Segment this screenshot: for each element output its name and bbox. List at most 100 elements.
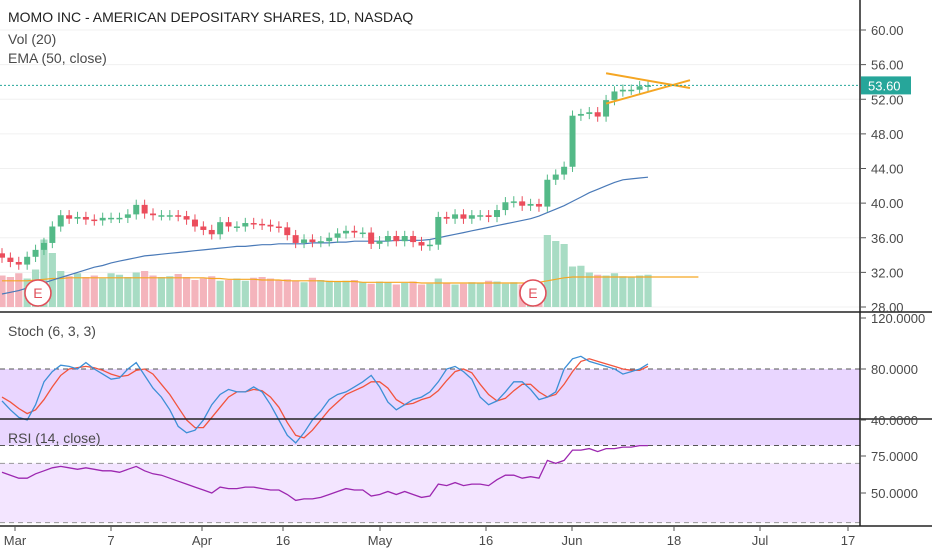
candle-body — [569, 115, 576, 167]
volume-bar — [560, 244, 568, 307]
volume-bar — [191, 280, 199, 307]
candle-body — [24, 256, 31, 265]
pattern-upper-line — [605, 72, 691, 89]
candle-body — [577, 113, 584, 116]
volume-bar — [392, 284, 400, 307]
candle-body — [435, 216, 442, 245]
volume-bar — [90, 275, 98, 307]
volume-bar — [451, 284, 459, 307]
volume-bar — [585, 272, 593, 307]
volume-bar — [627, 277, 635, 307]
volume-ma-line — [2, 276, 699, 284]
candle-body — [133, 204, 140, 215]
volume-label: Vol (20) — [8, 31, 56, 47]
candle-body — [502, 202, 509, 211]
candle-body — [317, 241, 324, 243]
volume-bar — [216, 280, 224, 307]
candle-body — [200, 226, 207, 230]
volume-bar — [594, 274, 602, 307]
candle-body — [544, 179, 551, 207]
volume-bar — [443, 283, 451, 307]
candle-body — [7, 257, 14, 262]
volume-bar — [476, 283, 484, 307]
time-tick-label: 16 — [276, 533, 290, 548]
volume-bar — [266, 278, 275, 307]
earnings-marker-label: E — [33, 285, 42, 301]
volume-bar — [157, 277, 166, 307]
rsi-line — [1, 444, 648, 502]
volume-bar — [0, 275, 6, 307]
volume-bar — [258, 277, 266, 307]
candle-body — [552, 174, 559, 180]
volume-bar — [107, 273, 115, 307]
price-tick-label: 52.00 — [871, 92, 904, 107]
stoch-tick-label: 80.0000 — [871, 362, 918, 377]
volume-bar — [283, 279, 291, 307]
price-tick-label: 28.00 — [871, 300, 904, 315]
candle-body — [158, 215, 165, 217]
candlesticks — [0, 80, 652, 270]
volume-bar — [300, 282, 308, 307]
volume-bar — [568, 266, 577, 307]
price-tick-label: 44.00 — [871, 162, 904, 177]
candle-body — [494, 210, 501, 217]
earnings-marker-label: E — [528, 285, 537, 301]
earnings-marker — [24, 279, 52, 307]
volume-bar — [149, 275, 157, 307]
volume-bar — [468, 282, 476, 307]
candle-body — [0, 253, 5, 258]
pane-separators — [0, 0, 932, 527]
candle-body — [74, 216, 81, 219]
candle-body — [301, 239, 308, 243]
volume-bar — [40, 239, 48, 307]
stoch-pane: Stoch (6, 3, 3) — [0, 323, 860, 446]
candle-body — [275, 226, 282, 228]
rsi-pane: RSI (14, close) — [0, 430, 860, 524]
candle-body — [519, 201, 526, 206]
volume-bar — [644, 274, 652, 307]
candle-body — [267, 224, 274, 227]
candle-body — [292, 235, 299, 243]
stoch-band — [0, 369, 860, 446]
stoch-label: Stoch (6, 3, 3) — [8, 323, 96, 339]
price-tick-label: 40.00 — [871, 196, 904, 211]
price-tick-label: 56.00 — [871, 58, 904, 73]
candle-body — [477, 215, 484, 217]
candle-body — [619, 89, 626, 92]
candle-body — [485, 215, 492, 217]
candle-body — [561, 166, 568, 175]
volume-bar — [132, 272, 140, 307]
candle-body — [603, 100, 610, 117]
candle-body — [242, 223, 249, 227]
volume-bar — [493, 281, 501, 307]
volume-bar — [199, 278, 207, 307]
volume-bar — [250, 277, 258, 307]
volume-bar — [543, 235, 551, 307]
candle-body — [233, 226, 240, 228]
volume-bar — [384, 282, 392, 307]
volume-bar — [317, 280, 325, 307]
candle-body — [460, 214, 467, 219]
time-tick-label: Mar — [4, 533, 27, 548]
price-tick-label: 36.00 — [871, 231, 904, 246]
volume-bar — [434, 278, 442, 307]
volume-bar — [73, 273, 82, 307]
volume-bar — [292, 280, 300, 307]
candle-body — [191, 219, 198, 227]
candle-body — [351, 230, 358, 233]
volume-bar — [350, 280, 358, 307]
stoch-d-line — [1, 358, 649, 439]
volume-bar — [619, 276, 627, 307]
price-tick-label: 60.00 — [871, 23, 904, 38]
candle-body — [150, 213, 157, 216]
volume-bar — [182, 277, 191, 307]
candle-body — [376, 241, 383, 244]
candle-body — [393, 236, 400, 242]
volume-bar — [577, 265, 585, 307]
volume-bar — [99, 278, 107, 307]
stoch-tick-label: 40.0000 — [871, 413, 918, 428]
candle-body — [636, 86, 643, 90]
candle-body — [527, 203, 534, 206]
